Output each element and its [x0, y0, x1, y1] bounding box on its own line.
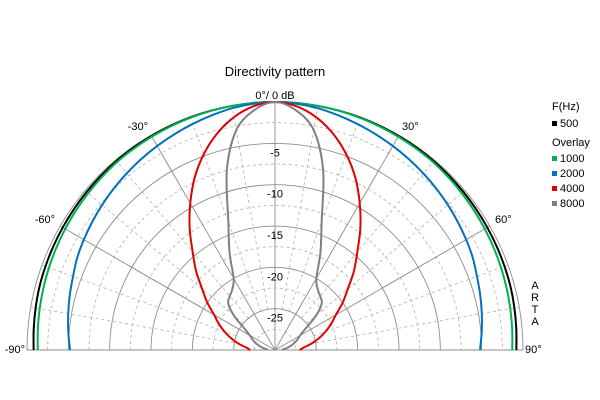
grid-spoke: [115, 159, 249, 319]
legend-freq-header: F(Hz): [552, 101, 580, 113]
grid-spoke: [150, 135, 276, 351]
radial-tick-label: -5: [270, 147, 280, 159]
grid-spoke: [189, 116, 262, 312]
angle-tick-label: 30°: [402, 121, 419, 133]
legend-label-500: 500: [560, 118, 578, 130]
grid-spoke: [281, 105, 319, 310]
grid-spoke: [274, 135, 400, 351]
series-curves: [32, 101, 518, 351]
legend-label-2000: 2000: [560, 168, 584, 180]
grid-spoke: [231, 105, 269, 310]
legend: F(Hz) Overlay 500 1000 2000 4000 8000: [552, 101, 590, 210]
angle-tick-label: 90°: [525, 344, 542, 356]
tick-labels: 0°/ 0 dB -5 -10 -15 -20 -25 -90° -60° -30° 30° 60°…: [5, 90, 542, 356]
grid-spoke: [30, 306, 235, 344]
grid-spoke: [288, 116, 361, 312]
legend-swatch-500: [552, 121, 557, 126]
angle-tick-label: -60°: [35, 214, 55, 226]
angle-tick-label: -90°: [5, 344, 25, 356]
legend-swatch-1000: [552, 156, 557, 161]
grid-arc: [88, 163, 462, 351]
radial-tick-label: -10: [267, 189, 283, 201]
legend-label-1000: 1000: [560, 153, 584, 165]
grid-spoke: [306, 190, 466, 324]
watermark-letter: R: [531, 292, 539, 304]
grid-spoke: [274, 225, 490, 351]
legend-swatch-4000: [552, 186, 557, 191]
legend-overlay-header: Overlay: [552, 137, 590, 149]
grid-spoke: [60, 225, 276, 351]
grid-spoke: [315, 306, 520, 344]
legend-swatch-8000: [552, 201, 557, 206]
grid-spoke: [313, 264, 509, 337]
watermark-letter: T: [532, 304, 539, 316]
legend-label-4000: 4000: [560, 183, 584, 195]
angle-tick-label: 60°: [495, 214, 512, 226]
radial-tick-label: -25: [267, 313, 283, 325]
radial-tick-label: -20: [267, 271, 283, 283]
legend-swatch-2000: [552, 171, 557, 176]
grid-spoke: [301, 159, 435, 319]
legend-label-8000: 8000: [560, 198, 584, 210]
polar-grid: [26, 101, 524, 351]
radial-tick-label: -15: [267, 230, 283, 242]
grid-arc: [129, 204, 421, 351]
series-curve-8000: [225, 101, 325, 351]
watermark-letter: A: [531, 316, 539, 328]
angle-tick-label: -30°: [128, 121, 148, 133]
grid-spoke: [84, 190, 244, 324]
radial-tick-label: 0°/ 0 dB: [255, 90, 294, 102]
grid-spoke: [41, 264, 237, 337]
chart-title: Directivity pattern: [225, 64, 325, 79]
watermark-letter: A: [531, 280, 539, 292]
